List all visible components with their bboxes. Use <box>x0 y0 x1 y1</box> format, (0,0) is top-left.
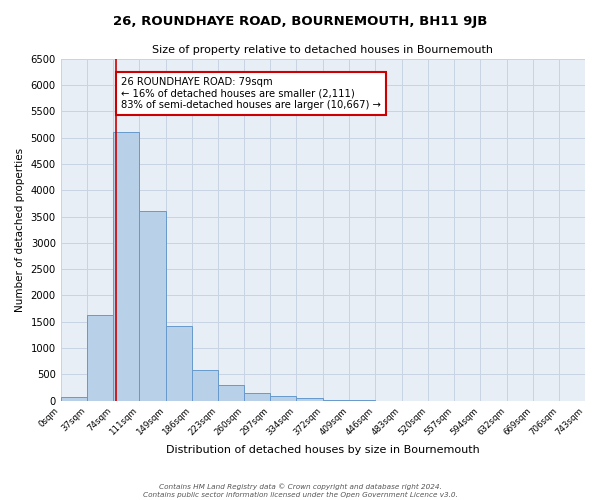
Bar <box>87 316 113 401</box>
Text: Contains HM Land Registry data © Crown copyright and database right 2024.
Contai: Contains HM Land Registry data © Crown c… <box>143 484 457 498</box>
Bar <box>61 397 87 401</box>
Bar <box>244 394 270 401</box>
Bar <box>139 211 166 401</box>
X-axis label: Distribution of detached houses by size in Bournemouth: Distribution of detached houses by size … <box>166 445 480 455</box>
Bar <box>218 385 244 401</box>
Bar <box>166 326 192 401</box>
Bar <box>270 396 296 401</box>
Bar <box>192 370 218 401</box>
Title: Size of property relative to detached houses in Bournemouth: Size of property relative to detached ho… <box>152 45 493 55</box>
Bar <box>323 400 349 401</box>
Bar <box>296 398 323 401</box>
Text: 26, ROUNDHAYE ROAD, BOURNEMOUTH, BH11 9JB: 26, ROUNDHAYE ROAD, BOURNEMOUTH, BH11 9J… <box>113 15 487 28</box>
Text: 26 ROUNDHAYE ROAD: 79sqm
← 16% of detached houses are smaller (2,111)
83% of sem: 26 ROUNDHAYE ROAD: 79sqm ← 16% of detach… <box>121 77 381 110</box>
Bar <box>349 400 376 401</box>
Y-axis label: Number of detached properties: Number of detached properties <box>15 148 25 312</box>
Bar <box>113 132 139 401</box>
